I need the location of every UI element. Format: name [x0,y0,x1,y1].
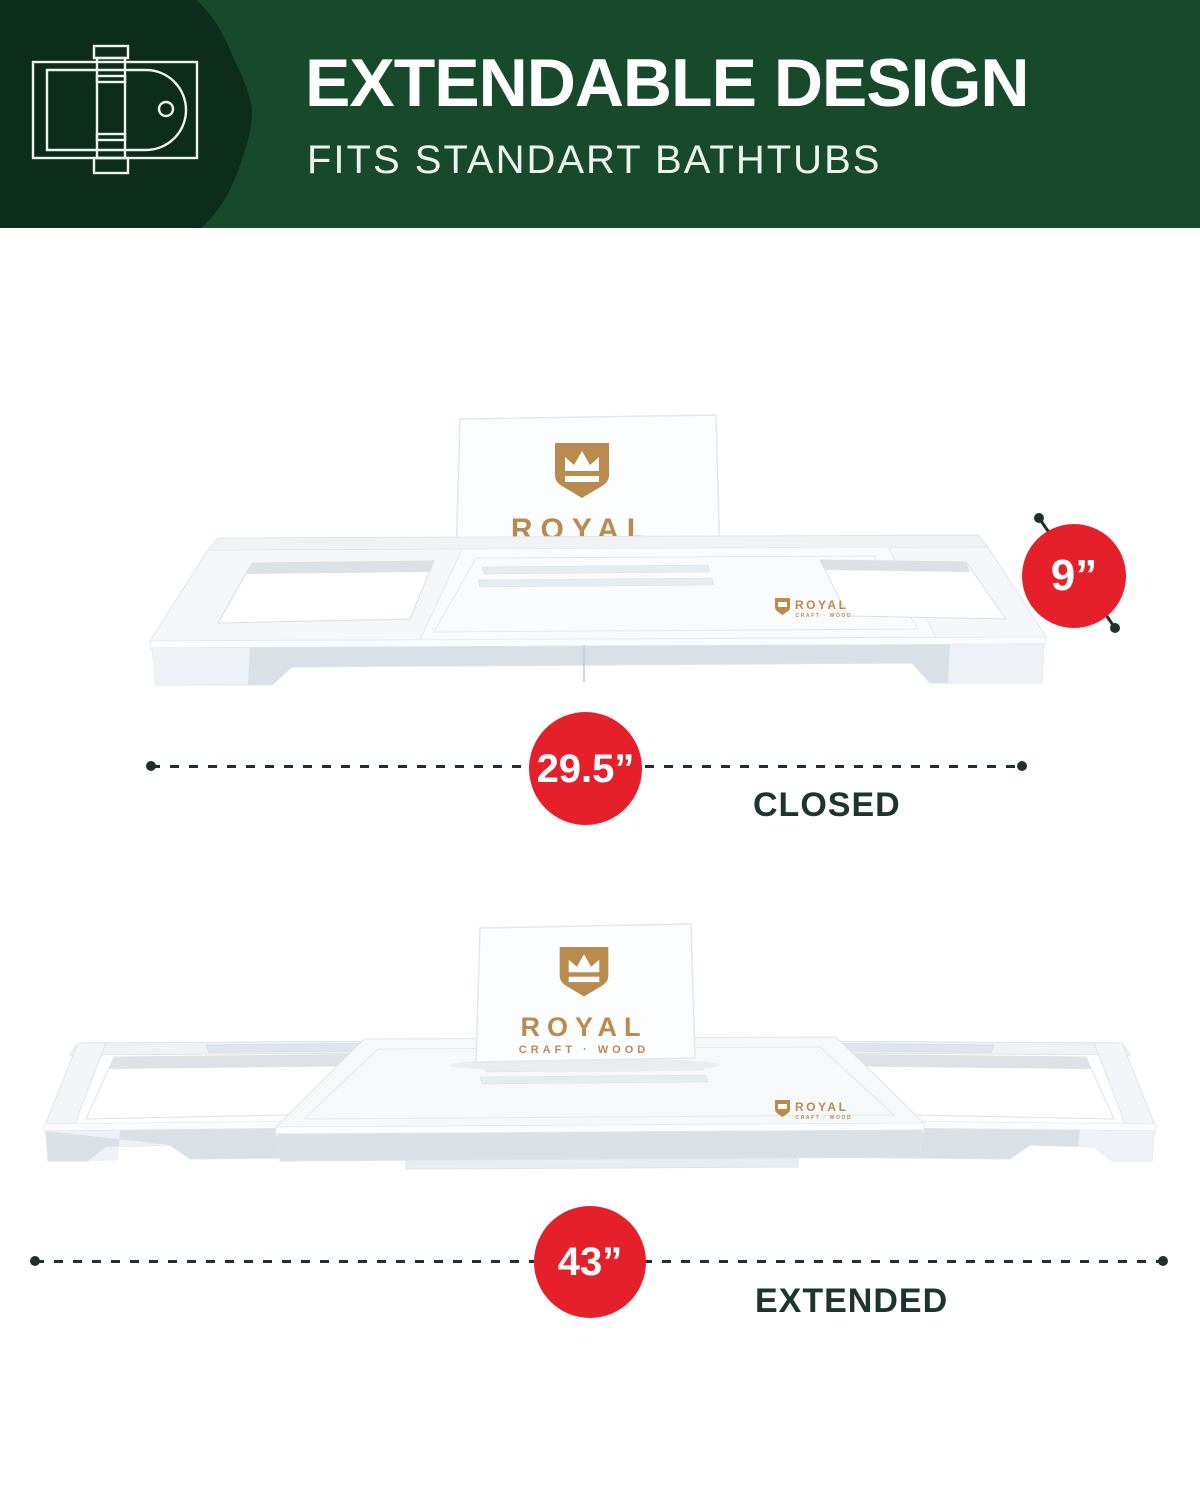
deck-brand-logo: ROYAL CRAFT · WOOD [775,1100,853,1121]
bathtub-caddy-icon [31,44,199,175]
extended-state-label: EXTENDED [755,1282,949,1320]
closed-tray-render: ROYAL CRAFT · WOOD ROYAL CRAFT · WOOD [149,414,1047,686]
closed-state-label: CLOSED [753,786,901,824]
depth-badge: 9” [1022,524,1126,628]
closed-tray-body: ROYAL CRAFT · WOOD [149,534,1047,686]
brand-logo-shield [555,443,609,498]
closed-width-badge: 29.5” [529,712,642,825]
page-subtitle: FITS STANDART BATHTUBS [307,138,882,182]
dimension-endpoint [1017,761,1027,771]
extended-width-badge: 43” [534,1206,646,1318]
brand-name: ROYAL [795,1100,848,1114]
brand-logo-shield [559,947,609,997]
brand-name: ROYAL [795,598,848,612]
brand-tagline: CRAFT · WOOD [796,613,853,619]
extended-tray-render: ROYAL CRAFT · WOOD ROYAL CRAFT · WOOD [43,923,1157,1170]
header-banner: EXTENDABLE DESIGN FITS STANDART BATHTUBS [0,0,1200,228]
extended-center-deck: ROYAL CRAFT · WOOD [274,1036,926,1162]
extended-book-stand: ROYAL CRAFT · WOOD [450,923,720,1072]
page-title: EXTENDABLE DESIGN [305,45,1030,121]
brand-tagline: CRAFT · WOOD [519,1044,649,1056]
dimension-endpoint [1158,1256,1168,1266]
dimension-endpoint [30,1256,40,1266]
deck-brand-logo: ROYAL CRAFT · WOOD [775,598,853,619]
brand-name: ROYAL [520,1012,647,1042]
brand-tagline: CRAFT · WOOD [796,1115,853,1121]
dimension-endpoint [146,761,156,771]
